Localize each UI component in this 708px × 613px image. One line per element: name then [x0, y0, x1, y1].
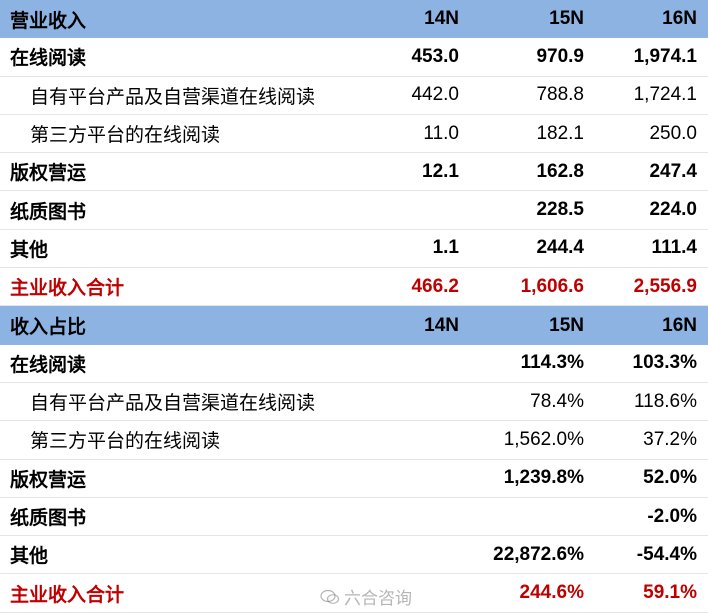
table-row: 主业收入合计 244.6% 59.1% [0, 574, 708, 613]
table-cell: 59.1% [643, 582, 697, 604]
table-cell: 22,872.6% [493, 543, 584, 565]
table-cell: 1,562.0% [503, 428, 584, 450]
column-header: 16N [662, 8, 697, 30]
table-row: 自有平台产品及自营渠道在线阅读 78.4% 118.6% [0, 383, 708, 422]
table-cell: 12.1 [422, 160, 459, 182]
column-header: 16N [662, 314, 697, 336]
table-cell: 11.0 [423, 122, 459, 144]
table-row: 版权营运 12.1 162.8 247.4 [0, 153, 708, 192]
row-label: 版权营运 [10, 469, 87, 491]
row-label: 在线阅读 [10, 48, 87, 70]
table-cell: 228.5 [536, 199, 584, 221]
section-header: 收入占比 14N 15N 16N [0, 306, 708, 345]
row-label: 主业收入合计 [10, 584, 125, 606]
section-title: 收入占比 [10, 317, 87, 339]
column-header: 14N [424, 314, 459, 336]
row-label: 主业收入合计 [10, 278, 125, 300]
watermark: 六合咨询 [320, 584, 412, 609]
section-title: 营业收入 [10, 10, 87, 32]
table-cell: 1,239.8% [503, 467, 584, 489]
table-row: 在线阅读 114.3% 103.3% [0, 345, 708, 383]
table-cell: 103.3% [632, 352, 697, 374]
table-row: 第三方平台的在线阅读 1,562.0% 37.2% [0, 421, 708, 460]
table-cell: 182.1 [536, 122, 584, 144]
column-header: 15N [549, 314, 584, 336]
table-cell: 111.4 [651, 237, 697, 259]
table-row: 自有平台产品及自营渠道在线阅读 442.0 788.8 1,724.1 [0, 77, 708, 115]
table-row: 主业收入合计 466.2 1,606.6 2,556.9 [0, 268, 708, 307]
row-label: 第三方平台的在线阅读 [30, 125, 221, 147]
table-cell: 224.0 [649, 199, 697, 221]
table-cell: 37.2% [643, 428, 697, 450]
table-row: 其他 1.1 244.4 111.4 [0, 230, 708, 269]
table-cell: 2,556.9 [633, 275, 697, 297]
row-label: 其他 [10, 239, 49, 261]
row-label: 版权营运 [10, 163, 87, 185]
table-cell: 788.8 [536, 84, 584, 106]
table-row: 第三方平台的在线阅读 11.0 182.1 250.0 [0, 115, 708, 154]
row-label: 在线阅读 [10, 354, 87, 376]
table-cell: 1,606.6 [520, 275, 584, 297]
table-row: 纸质图书 228.5 224.0 [0, 191, 708, 230]
table-cell: 1,974.1 [633, 45, 697, 67]
row-label: 自有平台产品及自营渠道在线阅读 [30, 393, 316, 415]
table-cell: 114.3% [520, 352, 584, 374]
table-row: 版权营运 1,239.8% 52.0% [0, 460, 708, 498]
table-row: 其他 22,872.6% -54.4% [0, 536, 708, 575]
column-header: 15N [549, 8, 584, 30]
table-cell: 244.4 [536, 237, 584, 259]
table-cell: 453.0 [411, 45, 459, 67]
wechat-icon [320, 589, 340, 604]
row-label: 其他 [10, 546, 49, 568]
table-cell: 442.0 [411, 84, 459, 106]
table-cell: 970.9 [536, 45, 584, 67]
row-label: 自有平台产品及自营渠道在线阅读 [30, 86, 316, 108]
table-cell: 162.8 [536, 160, 584, 182]
table-cell: 466.2 [411, 275, 459, 297]
table-cell: 1,724.1 [633, 84, 697, 106]
column-header: 14N [424, 8, 459, 30]
table-row: 在线阅读 453.0 970.9 1,974.1 [0, 38, 708, 77]
row-label: 第三方平台的在线阅读 [30, 431, 221, 453]
table-row: 纸质图书 -2.0% [0, 498, 708, 537]
table-cell: 244.6% [519, 582, 584, 604]
table-cell: -54.4% [636, 543, 697, 565]
row-label: 纸质图书 [10, 201, 87, 223]
table-cell: -2.0% [647, 505, 697, 527]
table-cell: 118.6% [633, 390, 697, 412]
row-label: 纸质图书 [10, 508, 87, 529]
table-cell: 247.4 [649, 160, 697, 182]
table-cell: 52.0% [643, 467, 697, 489]
section-header: 营业收入 14N 15N 16N [0, 0, 708, 39]
table-cell: 78.4% [530, 390, 584, 412]
table-cell: 1.1 [432, 237, 459, 259]
table-cell: 250.0 [649, 122, 697, 144]
